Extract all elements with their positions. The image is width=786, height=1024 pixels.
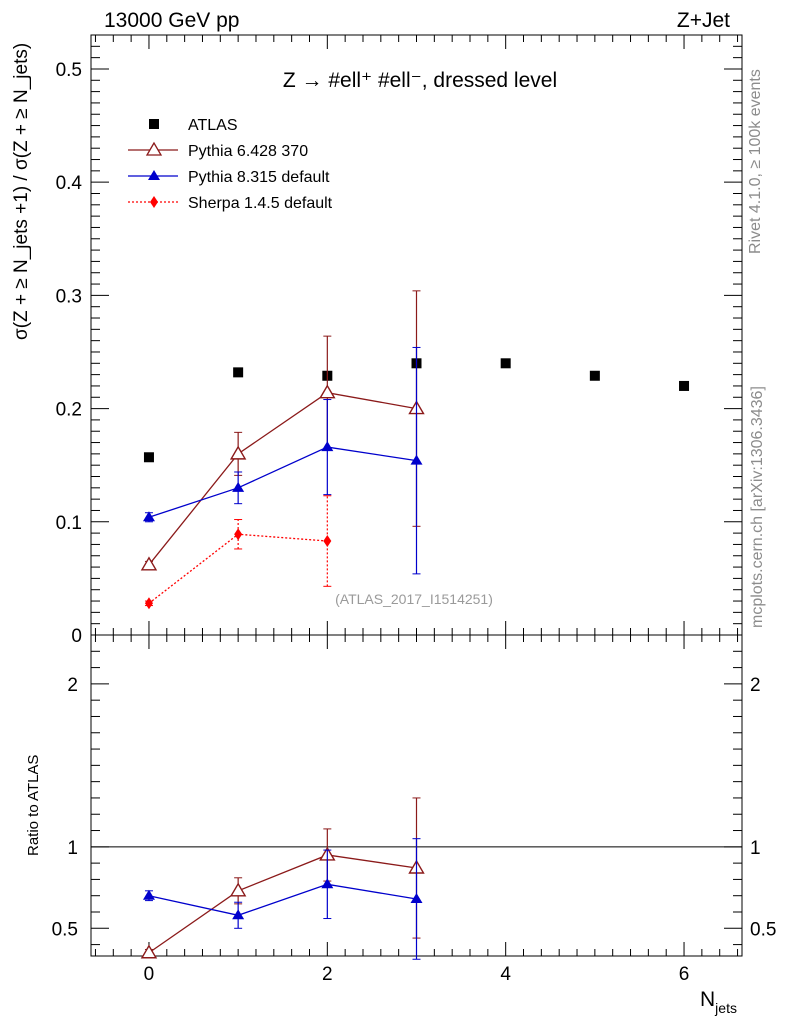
ratio-y-tick-label: 0.5 <box>52 919 78 940</box>
data-point <box>233 367 244 378</box>
data-point <box>410 454 423 465</box>
legend-marker-atlas <box>149 119 159 129</box>
ratio-y-axis-label: Ratio to ATLAS <box>25 755 42 856</box>
legend-entry-sherpa: Sherpa 1.4.5 default <box>128 195 333 212</box>
ratio-series-line-1 <box>148 854 417 954</box>
ratio-data-point <box>232 909 245 920</box>
series-line-1 <box>148 392 417 566</box>
data-point <box>679 380 690 391</box>
main-y-tick-label: 0 <box>71 626 82 647</box>
data-point <box>589 370 600 381</box>
main-y-tick-label: 0.2 <box>56 400 82 421</box>
data-point <box>323 535 332 548</box>
main-y-tick-label: 0.5 <box>56 60 82 81</box>
data-point <box>232 481 245 492</box>
data-point <box>140 556 158 571</box>
legend-marker-sherpa <box>150 196 158 208</box>
ratio-plot-area <box>91 797 742 960</box>
legend-label-pythia6: Pythia 6.428 370 <box>188 143 308 160</box>
legend: ATLAS Pythia 6.428 370 Pythia 8.315 defa… <box>128 117 333 212</box>
x-axis-label: Njets <box>700 988 737 1016</box>
legend-label-atlas: ATLAS <box>188 117 238 134</box>
x-tick-label: 2 <box>322 964 333 985</box>
analysis-label: (ATLAS_2017_I1514251) <box>335 591 493 607</box>
data-point <box>142 511 155 522</box>
ratio-y-tick-label: 1 <box>67 838 78 859</box>
ratio-y-tick-label-right: 1 <box>750 838 761 859</box>
ratio-y-tick-label-right: 0.5 <box>750 919 776 940</box>
axis-tick-labels: 0 2 4 6 0 0.1 0.2 0.3 0.4 0.5 0.5 1 2 0.5 1 2 <box>52 60 777 985</box>
main-y-tick-label: 0.1 <box>56 513 82 534</box>
mcplots-site-label: mcplots.cern.ch [arXiv:1306.3436] <box>749 386 766 628</box>
ratio-data-point <box>142 889 155 900</box>
data-point <box>144 597 153 610</box>
main-y-tick-label: 0.3 <box>56 286 82 307</box>
chart-title: Z → #ell⁺ #ell⁻, dressed level <box>283 69 557 92</box>
axis-ticks <box>91 34 742 956</box>
data-point <box>321 441 334 452</box>
legend-marker-pythia6 <box>145 141 163 156</box>
ratio-data-point <box>321 878 334 889</box>
ratio-y-tick-label-right: 2 <box>750 675 761 696</box>
ratio-data-point <box>410 892 423 903</box>
legend-label-pythia8: Pythia 8.315 default <box>188 169 330 186</box>
data-point <box>143 452 154 463</box>
x-axis-label-main: N <box>700 988 715 1011</box>
data-point <box>500 358 511 369</box>
x-axis-label-sub: jets <box>714 1000 737 1016</box>
x-tick-label: 6 <box>679 964 690 985</box>
main-plot-area <box>140 290 690 610</box>
ratio-data-point <box>140 944 158 959</box>
main-y-tick-label: 0.4 <box>56 173 83 194</box>
ratio-data-point <box>229 882 247 897</box>
legend-label-sherpa: Sherpa 1.4.5 default <box>188 195 333 212</box>
legend-entry-pythia8: Pythia 8.315 default <box>128 169 330 186</box>
data-point <box>319 384 336 399</box>
data-point <box>229 445 247 460</box>
ratio-y-tick-label: 2 <box>67 675 78 696</box>
data-point <box>234 528 243 541</box>
legend-entry-pythia6: Pythia 6.428 370 <box>128 141 308 160</box>
x-tick-label: 0 <box>144 964 155 985</box>
series-line-2 <box>148 446 417 518</box>
legend-marker-pythia8 <box>148 170 160 180</box>
legend-entry-atlas: ATLAS <box>149 117 238 134</box>
ratio-series-line-2 <box>148 883 417 916</box>
main-y-axis-label: σ(Z + ≥ N_jets +1) / σ(Z + ≥ N_jets) <box>11 43 32 340</box>
rivet-version-label: Rivet 4.1.0, ≥ 100k events <box>747 69 764 254</box>
process-label: Z+Jet <box>677 9 730 32</box>
x-tick-label: 4 <box>500 964 511 985</box>
energy-label: 13000 GeV pp <box>104 9 239 32</box>
